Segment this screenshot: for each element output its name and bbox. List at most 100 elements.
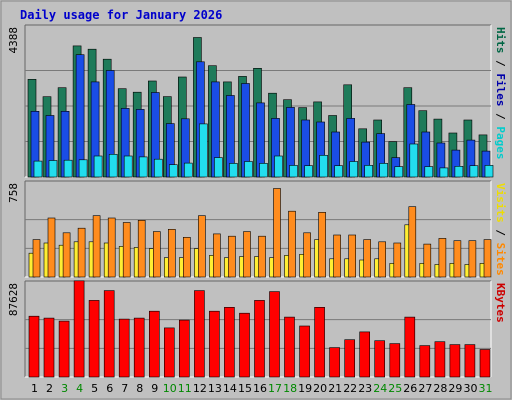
y-axis-label-part: Hits xyxy=(494,27,507,54)
x-tick-label: 17 xyxy=(268,382,282,395)
pages-bar xyxy=(259,163,268,178)
panel-1: 4388 Hits / Files / Pages xyxy=(7,24,507,178)
sites-bar xyxy=(378,241,387,278)
sites-bar xyxy=(288,210,296,278)
x-tick-label: 14 xyxy=(223,382,237,395)
pages-bar xyxy=(199,123,208,178)
x-tick-label: 24 xyxy=(373,382,387,395)
pages-bar xyxy=(63,159,73,178)
x-tick-label: 28 xyxy=(433,382,447,395)
sites-bar xyxy=(468,240,477,278)
x-tick-label: 15 xyxy=(238,382,252,395)
x-tick-label: 30 xyxy=(464,382,478,395)
x-tick-label: 21 xyxy=(328,382,342,395)
x-tick-label: 25 xyxy=(388,382,402,395)
sites-bar xyxy=(62,232,71,278)
sites-bar xyxy=(273,188,281,278)
sites-bar xyxy=(107,217,116,278)
series-kbytes xyxy=(28,280,491,378)
pages-bar xyxy=(48,160,58,178)
sites-bar xyxy=(438,238,447,278)
pages-bar xyxy=(469,165,479,178)
sites-bar xyxy=(198,215,206,278)
x-tick-label: 6 xyxy=(106,382,113,395)
pages-bar xyxy=(424,166,434,178)
sites-bar xyxy=(303,232,311,278)
x-tick-label: 18 xyxy=(283,382,297,395)
pages-bar xyxy=(334,165,343,178)
pages-bar xyxy=(169,164,178,178)
pages-bar xyxy=(229,163,238,178)
kbytes-bar xyxy=(179,319,190,378)
x-tick-label: 29 xyxy=(448,382,462,395)
sites-bar xyxy=(423,243,432,278)
x-tick-label: 12 xyxy=(193,382,207,395)
sites-bar xyxy=(408,206,417,278)
y-axis-label: Visits / Sites xyxy=(494,183,507,276)
x-tick-label: 2 xyxy=(46,382,53,395)
y-axis-label: Hits / Files / Pages xyxy=(494,27,507,160)
files-bar xyxy=(75,54,85,178)
kbytes-bar xyxy=(434,341,446,378)
kbytes-bar xyxy=(58,320,70,378)
pages-bar xyxy=(274,155,283,178)
kbytes-bar xyxy=(344,339,356,378)
sites-bar xyxy=(318,212,326,278)
sites-bar xyxy=(453,240,462,278)
pages-bar xyxy=(454,166,464,178)
kbytes-bar xyxy=(118,318,130,378)
x-tick-label: 19 xyxy=(298,382,312,395)
x-tick-label: 11 xyxy=(178,382,192,395)
kbytes-bar xyxy=(43,317,55,378)
x-tick-label: 31 xyxy=(479,382,493,395)
pages-bar xyxy=(289,165,298,178)
pages-bar xyxy=(484,165,494,178)
pages-bar xyxy=(349,161,359,178)
kbytes-bar xyxy=(464,344,476,378)
sites-bar xyxy=(483,239,492,278)
pages-bar xyxy=(33,160,43,178)
sites-bar xyxy=(348,234,357,278)
kbytes-bar xyxy=(389,343,401,378)
pages-bar xyxy=(214,157,223,178)
y-axis-label-part: Files xyxy=(494,73,507,106)
sites-bar xyxy=(228,235,236,278)
y-tick-label: 4388 xyxy=(7,27,20,54)
chart-panels: 4388 Hits / Files / Pages 758 Visits / Site… xyxy=(7,24,507,378)
x-tick-label: 1 xyxy=(31,382,38,395)
sites-bar xyxy=(258,235,266,278)
kbytes-bar xyxy=(224,306,235,378)
x-tick-label: 26 xyxy=(403,382,417,395)
y-axis-label: KBytes xyxy=(494,283,507,323)
kbytes-bar xyxy=(404,316,416,378)
y-axis-label-part: Pages xyxy=(494,126,507,159)
sites-bar xyxy=(47,217,56,278)
panel-2: 758 Visits / Sites xyxy=(7,180,507,278)
kbytes-bar xyxy=(73,280,85,378)
kbytes-bar xyxy=(164,327,175,378)
sites-bar xyxy=(137,220,146,278)
x-tick-label: 9 xyxy=(151,382,158,395)
pages-bar xyxy=(364,165,374,178)
sites-bar xyxy=(363,239,372,278)
pages-bar xyxy=(244,161,253,178)
pages-bar xyxy=(379,163,389,178)
sites-bar xyxy=(168,229,176,278)
pages-bar xyxy=(154,158,163,178)
sites-bar xyxy=(32,239,41,278)
kbytes-bar xyxy=(28,315,40,378)
x-tick-label: 5 xyxy=(91,382,98,395)
y-axis-label-part: Visits xyxy=(494,183,507,223)
kbytes-bar xyxy=(374,340,386,378)
pages-bar xyxy=(394,166,404,178)
y-axis-label-separator: / xyxy=(494,54,507,74)
pages-bar xyxy=(78,159,88,178)
y-tick-label: 758 xyxy=(7,183,20,203)
x-tick-label: 4 xyxy=(76,382,83,395)
x-tick-label: 8 xyxy=(136,382,143,395)
pages-bar xyxy=(439,167,449,178)
sites-bar xyxy=(393,242,402,278)
y-axis-label-separator: / xyxy=(494,107,507,127)
sites-bar xyxy=(77,227,86,278)
